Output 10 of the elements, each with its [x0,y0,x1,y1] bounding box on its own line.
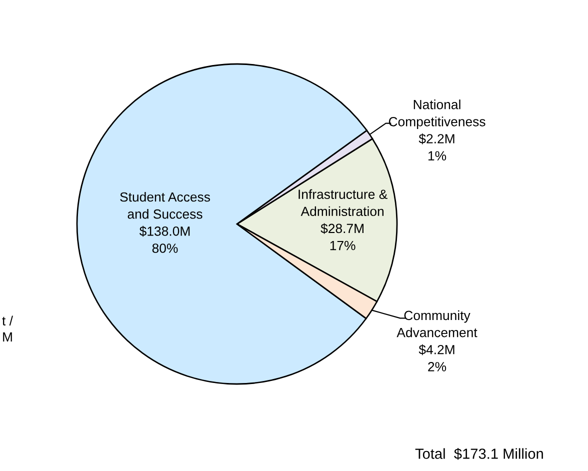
slice-label: Student Access and Success $138.0M [120,192,210,237]
slice-label: National Competitiveness $2.2M [388,100,486,144]
data-label: 2% [428,362,446,372]
slice-label: Infrastructure & Administration $28.7M [298,189,388,234]
data-label: 1% [428,151,446,160]
data-label: 80% [152,244,178,253]
slice-label: Community Advancement $4.2M [396,310,478,356]
text: Total $173.1 Million [415,448,543,460]
text: t / M [2,316,13,342]
data-label: 17% [330,240,356,250]
